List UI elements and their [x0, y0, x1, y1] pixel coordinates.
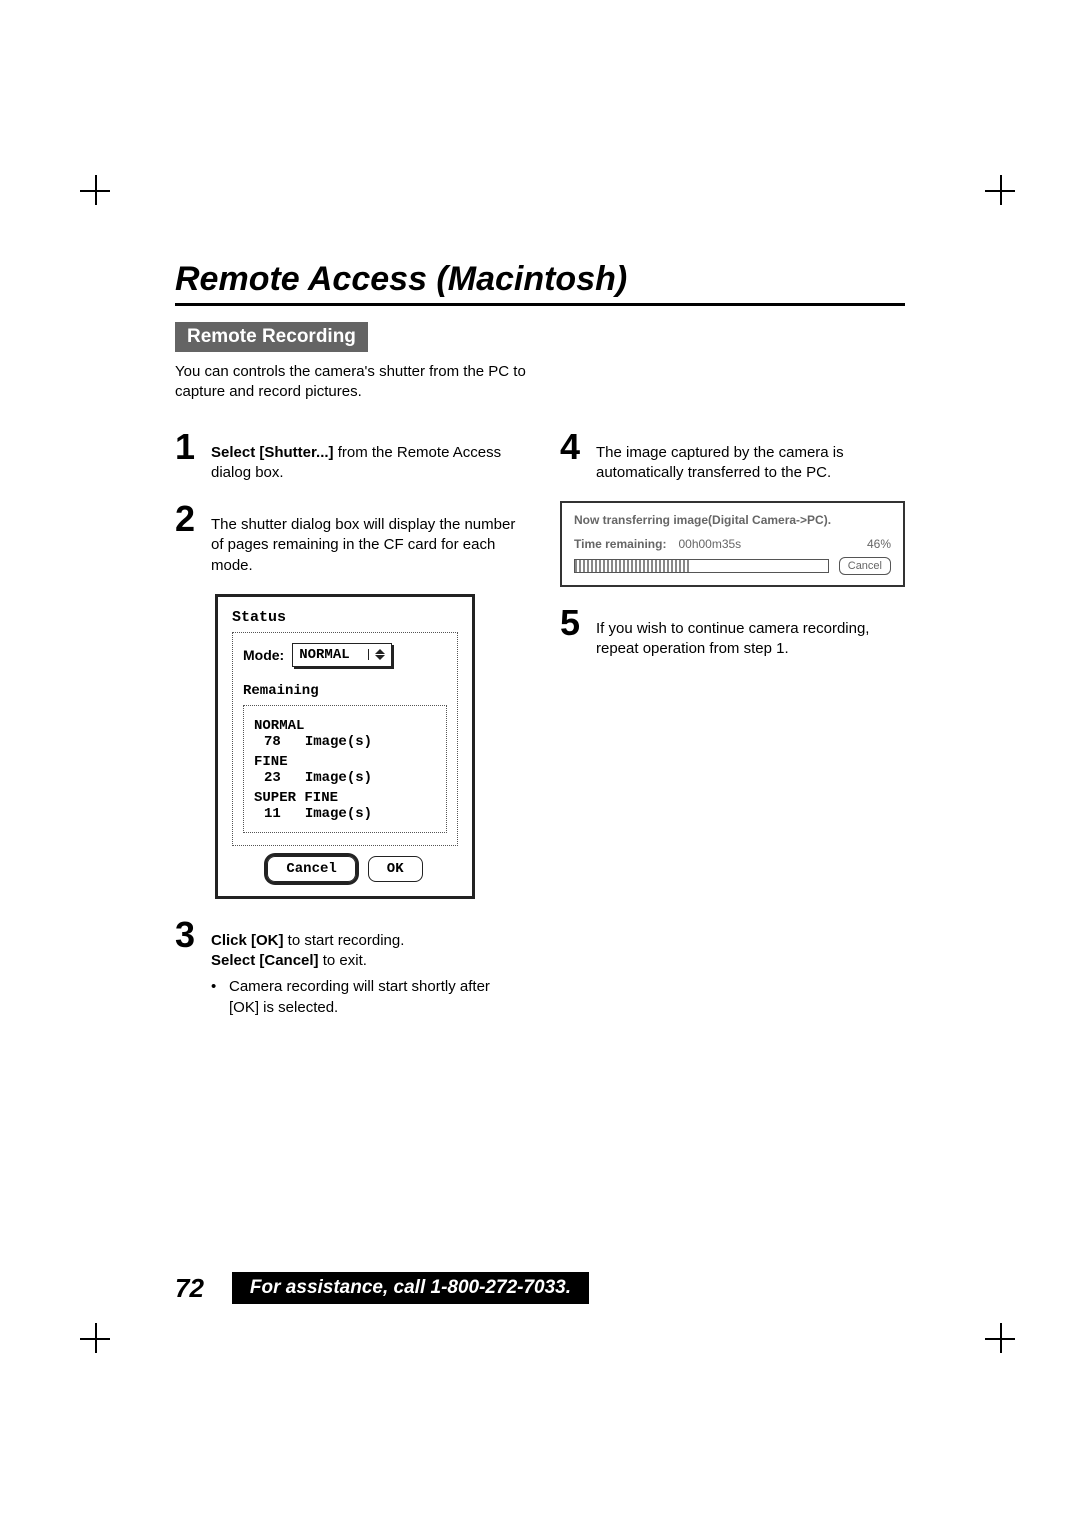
step-number: 5 — [560, 605, 588, 660]
intro-text: You can controls the camera's shutter fr… — [175, 362, 535, 403]
step-2: 2 The shutter dialog box will display th… — [175, 501, 520, 576]
bullet-text: Camera recording will start shortly afte… — [229, 977, 520, 1018]
transfer-dialog: Now transferring image(Digital Camera->P… — [560, 501, 905, 587]
page-content: Remote Access (Macintosh) Remote Recordi… — [175, 260, 905, 1018]
step-body: If you wish to continue camera recording… — [596, 605, 905, 660]
step-3: 3 Click [OK] to start recording. Select … — [175, 917, 520, 1018]
remain-count: 23 — [264, 770, 281, 786]
remain-name: NORMAL — [254, 718, 436, 734]
step-number: 1 — [175, 429, 203, 484]
section-label: Remote Recording — [175, 322, 368, 352]
step-body: The image captured by the camera is auto… — [596, 429, 905, 484]
remain-unit: Image(s) — [305, 770, 372, 786]
step3-bullet: • Camera recording will start shortly af… — [211, 977, 520, 1018]
dialog-buttons: Cancel OK — [232, 856, 458, 882]
remain-value: 23 Image(s) — [254, 770, 436, 786]
mode-label: Mode: — [243, 647, 284, 663]
transfer-time-row: Time remaining: 00h00m35s 46% — [574, 537, 891, 551]
right-column: 4 The image captured by the camera is au… — [560, 411, 905, 1018]
step-number: 2 — [175, 501, 203, 576]
remaining-box: NORMAL 78 Image(s) FINE 23 Image(s) SUPE… — [243, 705, 447, 833]
progress-fill — [575, 560, 691, 572]
mode-value: NORMAL — [299, 647, 349, 663]
status-dialog: Status Mode: NORMAL Remaining NORMAL — [215, 594, 475, 899]
step-body: Click [OK] to start recording. Select [C… — [211, 917, 520, 1018]
cancel-button[interactable]: Cancel — [267, 856, 355, 882]
remain-unit: Image(s) — [305, 806, 372, 822]
page-number: 72 — [175, 1273, 204, 1304]
columns: 1 Select [Shutter...] from the Remote Ac… — [175, 411, 905, 1018]
remain-name: FINE — [254, 754, 436, 770]
footer: 72 For assistance, call 1-800-272-7033. — [175, 1272, 905, 1304]
step-5: 5 If you wish to continue camera recordi… — [560, 605, 905, 660]
step3-r2: to exit. — [319, 952, 367, 969]
status-title: Status — [232, 609, 458, 626]
bullet-dot: • — [211, 977, 221, 1018]
remain-name: SUPER FINE — [254, 790, 436, 806]
remain-count: 78 — [264, 734, 281, 750]
remain-unit: Image(s) — [305, 734, 372, 750]
percent-value: 46% — [867, 537, 891, 551]
transfer-bar-row: Cancel — [574, 557, 891, 575]
ok-button[interactable]: OK — [368, 856, 423, 882]
time-value: 00h00m35s — [678, 537, 741, 551]
transfer-title: Now transferring image(Digital Camera->P… — [574, 513, 891, 527]
step-body: The shutter dialog box will display the … — [211, 501, 520, 576]
assistance-banner: For assistance, call 1-800-272-7033. — [232, 1272, 589, 1304]
remaining-label: Remaining — [243, 683, 447, 699]
remain-value: 78 Image(s) — [254, 734, 436, 750]
mode-select[interactable]: NORMAL — [292, 643, 391, 667]
time-label: Time remaining: — [574, 537, 666, 551]
step-number: 3 — [175, 917, 203, 1018]
step-body: Select [Shutter...] from the Remote Acce… — [211, 429, 520, 484]
step-number: 4 — [560, 429, 588, 484]
step3-b2: Select [Cancel] — [211, 952, 319, 969]
transfer-cancel-button[interactable]: Cancel — [839, 557, 891, 575]
page-title: Remote Access (Macintosh) — [175, 260, 905, 306]
progress-bar — [574, 559, 829, 573]
step1-bold: Select [Shutter...] — [211, 444, 334, 461]
remain-value: 11 Image(s) — [254, 806, 436, 822]
mode-row: Mode: NORMAL — [243, 643, 447, 667]
step-1: 1 Select [Shutter...] from the Remote Ac… — [175, 429, 520, 484]
step3-r1: to start recording. — [284, 932, 405, 949]
status-inner: Mode: NORMAL Remaining NORMAL 78 — [232, 632, 458, 846]
dropdown-caret-icon — [368, 649, 385, 660]
remain-count: 11 — [264, 806, 281, 822]
left-column: 1 Select [Shutter...] from the Remote Ac… — [175, 411, 520, 1018]
step-4: 4 The image captured by the camera is au… — [560, 429, 905, 484]
step3-b1: Click [OK] — [211, 932, 284, 949]
